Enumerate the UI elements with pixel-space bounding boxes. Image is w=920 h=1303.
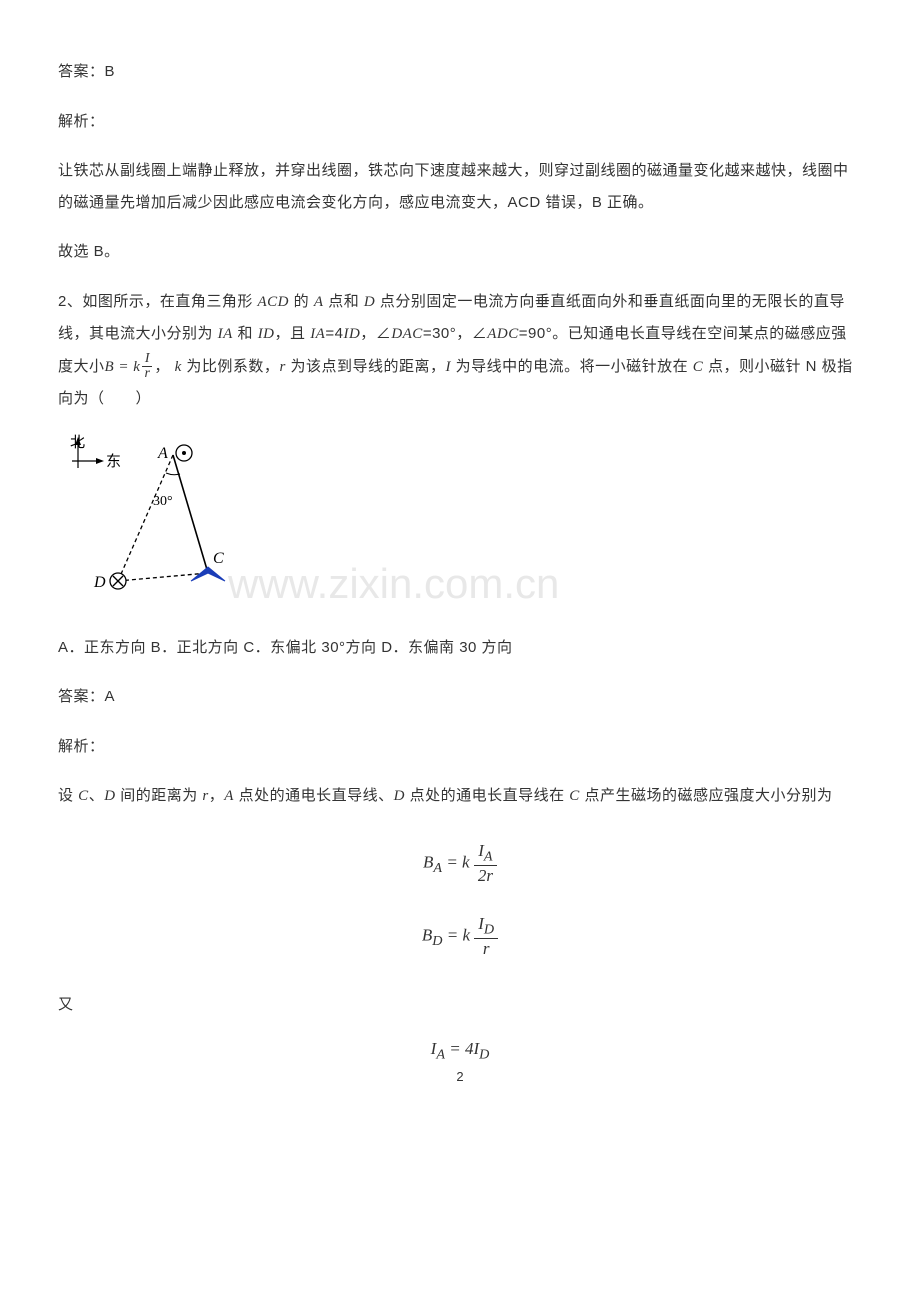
q2-t2: 点和 bbox=[324, 293, 364, 310]
so-choose-b: 故选 B。 bbox=[58, 236, 862, 268]
q2-text: 2、如图所示，在直角三角形 bbox=[58, 293, 258, 310]
svg-text:C: C bbox=[213, 550, 224, 567]
q2-t12: 为该点到导线的距离， bbox=[286, 358, 446, 375]
q2-d: D bbox=[364, 294, 375, 310]
a2-txt: 设 bbox=[58, 787, 78, 804]
a2-txt2: 、 bbox=[89, 787, 105, 804]
options: A．正东方向 B．正北方向 C．东偏北 30°方向 D．东偏南 30 方向 bbox=[58, 632, 862, 664]
a2-txt7: 点产生磁场的磁感应强度大小分别为 bbox=[580, 787, 833, 804]
svg-text:D: D bbox=[93, 574, 106, 591]
also-label: 又 bbox=[58, 989, 862, 1021]
svg-text:A: A bbox=[157, 445, 168, 462]
a2-c2: C bbox=[569, 788, 580, 804]
q2-ia2: IA bbox=[310, 326, 325, 342]
question-2: 2、如图所示，在直角三角形 ACD 的 A 点和 D 点分别固定一电流方向垂直纸… bbox=[58, 286, 862, 415]
q2-t5: ，且 bbox=[275, 325, 311, 342]
ba-sub: A bbox=[433, 860, 442, 876]
a2-txt5: 点处的通电长直导线、 bbox=[234, 787, 394, 804]
formula-ia: IA = 4ID bbox=[58, 1039, 862, 1063]
q2-id: ID bbox=[258, 326, 275, 342]
q2-acd: ACD bbox=[258, 294, 290, 310]
bd-frac: IDr bbox=[474, 914, 498, 959]
ia-eq: = 4 bbox=[445, 1039, 473, 1058]
bd-sub: D bbox=[432, 933, 442, 949]
q2-a: A bbox=[314, 294, 324, 310]
ba-b: B bbox=[423, 852, 433, 871]
q2-t6: =4 bbox=[325, 325, 343, 342]
frac-den: r bbox=[142, 367, 152, 381]
analysis-body-2: 设 C、D 间的距离为 r，A 点处的通电长直导线、D 点处的通电长直导线在 C… bbox=[58, 780, 862, 813]
formula-bd: BD = k IDr bbox=[58, 914, 862, 959]
q2-t8: =30°，∠ bbox=[423, 325, 487, 342]
q2-dac: DAC bbox=[391, 326, 423, 342]
ba-eq: = k bbox=[442, 852, 474, 871]
ba-den: 2r bbox=[474, 866, 497, 886]
a2-c: C bbox=[78, 788, 89, 804]
bd-den: r bbox=[474, 939, 498, 959]
ba-frac: IA2r bbox=[474, 841, 497, 886]
page-number: 2 bbox=[58, 1069, 862, 1084]
answer-b: 答案：B bbox=[58, 56, 862, 88]
q2-t10: ， bbox=[154, 358, 174, 375]
ia-sub: A bbox=[436, 1046, 445, 1062]
svg-text:东: 东 bbox=[106, 453, 121, 470]
a2-txt3: 间的距离为 bbox=[116, 787, 203, 804]
q2-k: k bbox=[175, 359, 182, 375]
bd-eq: = k bbox=[442, 926, 474, 945]
bd-b: B bbox=[422, 926, 432, 945]
q2-t1: 的 bbox=[289, 293, 314, 310]
triangle-diagram: 北 东 30° A D C bbox=[58, 433, 862, 608]
formula-ba: BA = k IA2r bbox=[58, 841, 862, 886]
svg-text:北: 北 bbox=[70, 434, 85, 451]
q2-id2: ID bbox=[343, 326, 360, 342]
a2-a: A bbox=[224, 788, 234, 804]
q2-t4: 和 bbox=[233, 325, 258, 342]
a2-d2: D bbox=[394, 788, 405, 804]
a2-txt6: 点处的通电长直导线在 bbox=[405, 787, 569, 804]
q2-beq: B = k bbox=[105, 359, 141, 375]
q2-adc: ADC bbox=[487, 326, 519, 342]
ia-rhs-sub: D bbox=[479, 1046, 489, 1062]
q2-t13: 为导线中的电流。将一小磁针放在 bbox=[451, 358, 693, 375]
a2-d: D bbox=[104, 788, 115, 804]
q2-t7: ，∠ bbox=[360, 325, 391, 342]
analysis-label-2: 解析： bbox=[58, 731, 862, 763]
bd-num-sub: D bbox=[484, 921, 494, 937]
ba-num-sub: A bbox=[484, 848, 493, 864]
svg-text:30°: 30° bbox=[153, 494, 173, 509]
answer-a: 答案：A bbox=[58, 681, 862, 713]
q2-ia: IA bbox=[218, 326, 233, 342]
analysis-body-1: 让铁芯从副线圈上端静止释放，并穿出线圈，铁芯向下速度越来越大，则穿过副线圈的磁通… bbox=[58, 155, 862, 218]
q2-c: C bbox=[693, 359, 704, 375]
q2-t11: 为比例系数， bbox=[182, 358, 280, 375]
q2-frac: Ir bbox=[142, 352, 152, 381]
a2-txt4: ， bbox=[209, 787, 225, 804]
frac-num: I bbox=[142, 352, 152, 367]
analysis-label-1: 解析： bbox=[58, 106, 862, 138]
